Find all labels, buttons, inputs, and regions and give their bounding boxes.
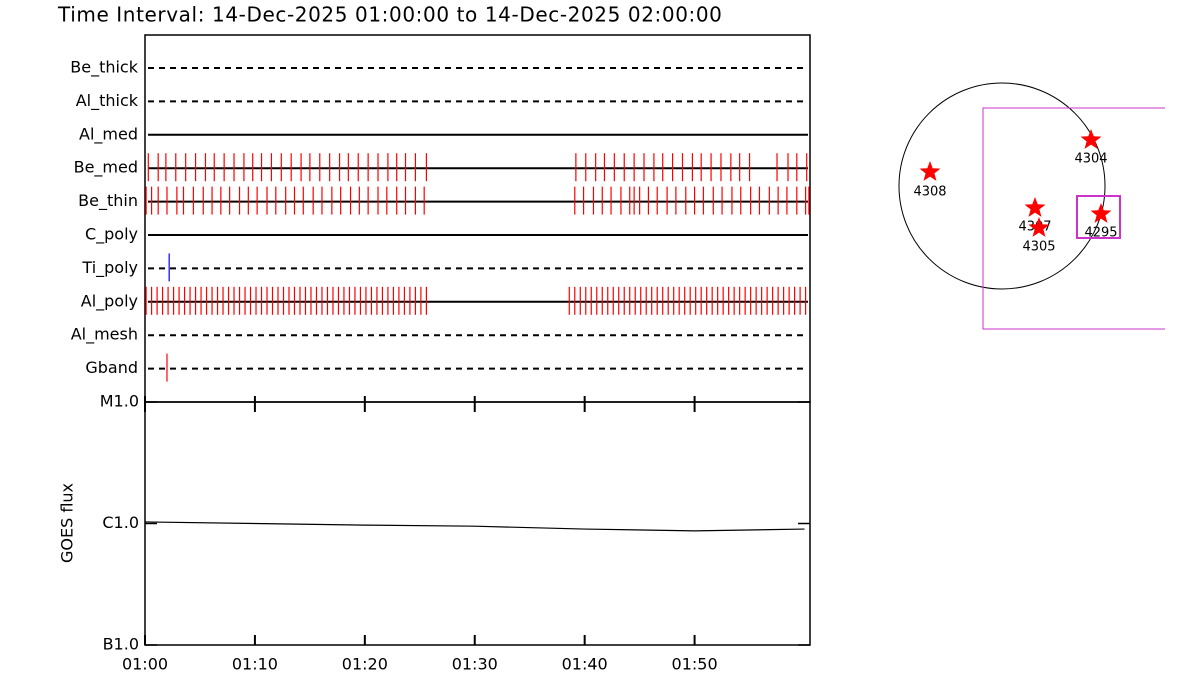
fov-box: [982, 107, 1165, 330]
row-label: Be_thick: [70, 58, 138, 78]
x-tick-label: 01:40: [562, 655, 608, 674]
row-label: Al_mesh: [71, 325, 138, 345]
x-tick-label: 01:30: [452, 655, 498, 674]
row-label: Al_thick: [76, 91, 139, 111]
row-label: C_poly: [85, 225, 138, 245]
region-star: [1024, 197, 1046, 217]
x-tick-label: 01:50: [672, 655, 718, 674]
y-axis-label: GOES flux: [58, 483, 77, 563]
region-label: 4308: [913, 185, 946, 200]
fov-circle: [898, 82, 1106, 290]
x-tick-label: 01:10: [232, 655, 278, 674]
row-label: Al_med: [79, 124, 138, 144]
timeline-frame: [144, 34, 811, 403]
row-label: Be_med: [74, 158, 138, 178]
chart-title: Time Interval: 14-Dec-2025 01:00:00 to 1…: [57, 3, 723, 27]
target-box: [1076, 195, 1121, 239]
row-label: Al_poly: [81, 291, 138, 311]
y-tick-label: B1.0: [103, 635, 139, 654]
goes-line: [144, 521, 805, 532]
row-label: Be_thin: [78, 191, 138, 211]
region-label: 4305: [1022, 240, 1055, 255]
region-star: [919, 161, 941, 181]
region-star: [1080, 129, 1102, 149]
y-tick-label: M1.0: [100, 392, 139, 411]
region-label: 4304: [1074, 152, 1107, 167]
region-label: 4295: [1084, 226, 1117, 241]
row-label: Ti_poly: [81, 258, 138, 278]
row-label: Gband: [85, 358, 138, 377]
region-star: [1028, 217, 1050, 237]
x-tick-label: 01:20: [342, 655, 388, 674]
x-tick-label: 01:00: [122, 655, 168, 674]
region-star: [1090, 203, 1112, 223]
y-tick-label: C1.0: [102, 513, 139, 532]
